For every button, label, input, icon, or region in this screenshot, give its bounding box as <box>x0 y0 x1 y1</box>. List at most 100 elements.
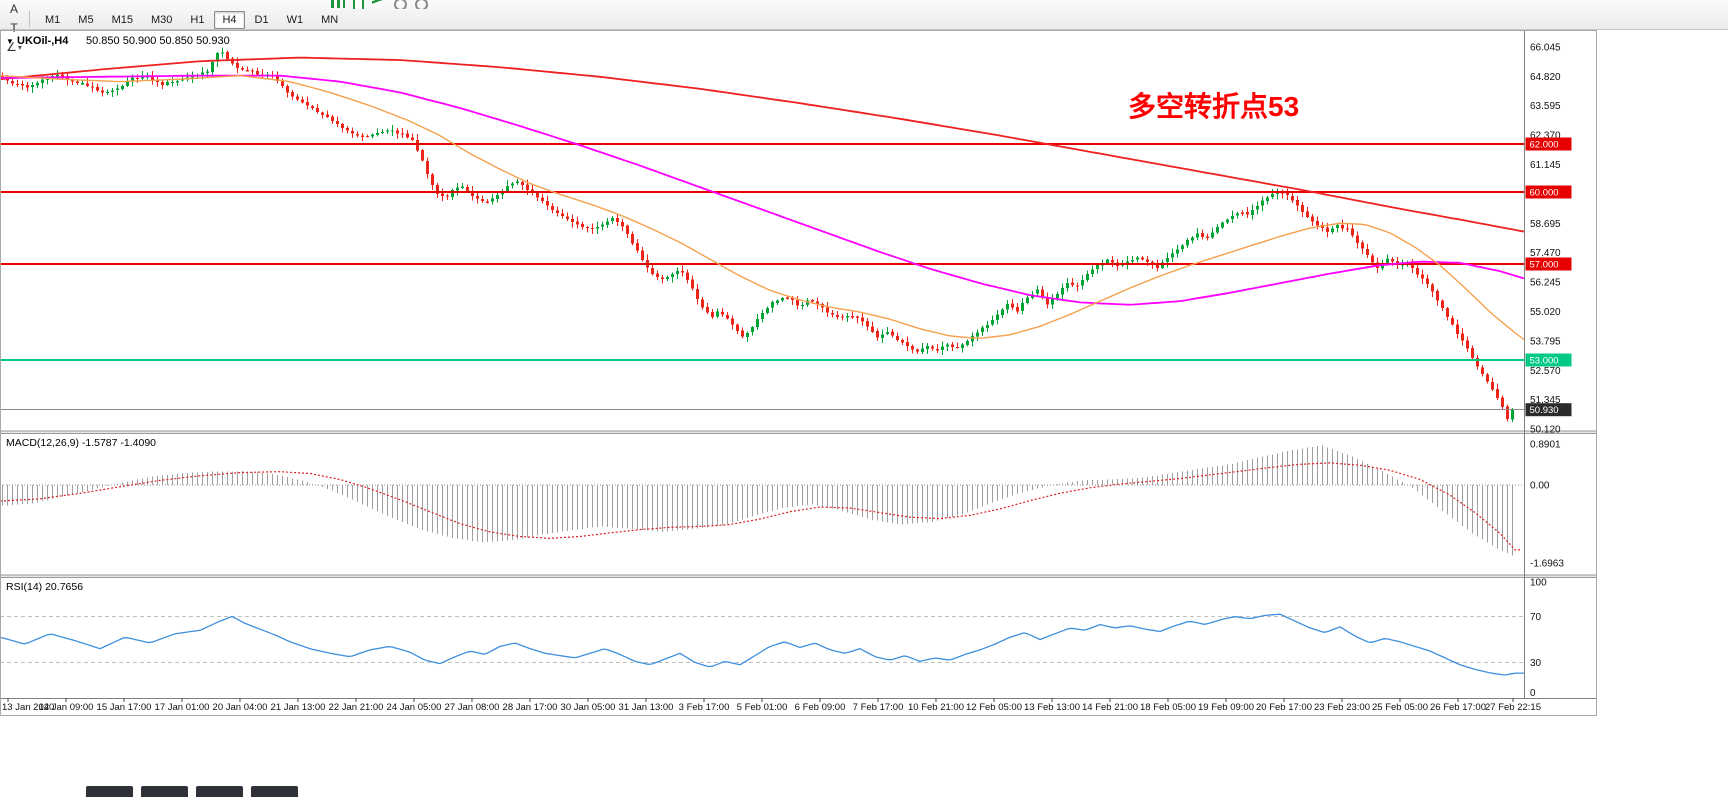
price-tick-label: 56.245 <box>1530 278 1561 289</box>
price-tick-label: 64.820 <box>1530 72 1561 83</box>
timeframe-D1-button[interactable]: D1 <box>254 13 269 26</box>
svg-text:62.000: 62.000 <box>1530 140 1559 151</box>
rsi-axis-label: 100 <box>1530 578 1547 589</box>
taskbar-fragment <box>86 786 298 797</box>
timeframe-buttons: M1 M5 M15 M30 H1 H4 D1 W1 MN <box>36 10 347 29</box>
symbol-period-label: UKOil-,H4 <box>17 35 69 47</box>
timeframe-M5-button[interactable]: M5 <box>78 13 94 26</box>
timeframe-M1-button[interactable]: M1 <box>45 13 61 26</box>
chart-area[interactable]: 66.045 64.820 63.595 62.370 61.145 58.695 57.4… <box>0 30 1728 716</box>
time-tick-label: 5 Feb 01:00 <box>737 702 788 713</box>
rsi-axis-label: 30 <box>1530 658 1542 669</box>
rsi-axis-label: 70 <box>1530 612 1542 623</box>
collapse-arrow-icon: ▼ <box>6 37 14 46</box>
hline-price-badge <box>1525 185 1572 199</box>
chart-header: ▼ UKOil-,H4 50.850 50.900 50.850 50.930 <box>6 35 230 47</box>
rsi-axis-label: 0 <box>1530 688 1536 699</box>
time-tick-label: 6 Feb 09:00 <box>795 702 846 713</box>
hline-price-badge <box>1525 137 1572 151</box>
chart-window-border <box>0 30 1597 716</box>
time-tick-label: 3 Feb 17:00 <box>679 702 730 713</box>
taskbar-item[interactable] <box>196 786 243 797</box>
price-tick-label: 52.570 <box>1530 366 1561 377</box>
timeframe-H4-button[interactable]: H4 <box>214 10 245 29</box>
time-tick-label: 19 Feb 09:00 <box>1198 702 1254 713</box>
timeframe-W1-button[interactable]: W1 <box>286 13 304 26</box>
panel-separator[interactable] <box>0 575 1597 578</box>
text-cursor-tool-icon[interactable]: T <box>10 21 18 35</box>
ma-slow-line <box>0 56 1524 233</box>
timeframe-M15-button[interactable]: M15 <box>111 13 133 26</box>
price-tick-label: 63.595 <box>1530 101 1561 112</box>
time-tick-label: 17 Jan 01:00 <box>155 702 210 713</box>
time-tick-label: 21 Jan 13:00 <box>271 702 326 713</box>
taskbar-item[interactable] <box>86 786 133 797</box>
taskbar-item[interactable] <box>251 786 298 797</box>
zoom-in-icon[interactable] <box>394 0 407 9</box>
hline-price-badge <box>1525 257 1572 271</box>
time-tick-label: 27 Feb 22:15 <box>1485 702 1541 713</box>
price-tick-label: 58.695 <box>1530 219 1561 230</box>
macd-signal-line <box>0 462 1520 551</box>
time-tick-label: 10 Feb 21:00 <box>908 702 964 713</box>
rsi-line <box>0 613 1524 676</box>
time-tick-label: 14 Jan 09:00 <box>39 702 94 713</box>
svg-text:57.000: 57.000 <box>1530 260 1559 271</box>
macd-histogram <box>2 445 1513 556</box>
time-tick-label: 31 Jan 13:00 <box>619 702 674 713</box>
time-tick-label: 14 Feb 21:00 <box>1082 702 1138 713</box>
price-tick-label: 53.795 <box>1530 336 1561 347</box>
time-tick-label: 22 Jan 21:00 <box>329 702 384 713</box>
time-tick-label: 23 Feb 23:00 <box>1314 702 1370 713</box>
macd-label: MACD(12,26,9) -1.5787 -1.4090 <box>6 437 156 449</box>
candlestick-chart-icon[interactable] <box>353 0 364 9</box>
timeframe-H1-button[interactable]: H1 <box>190 13 205 26</box>
ma-medium-line <box>0 74 1524 306</box>
time-tick-label: 28 Jan 17:00 <box>503 702 558 713</box>
rsi-label: RSI(14) 20.7656 <box>6 581 83 593</box>
price-tick-label: 61.145 <box>1530 160 1561 171</box>
clipped-toolbar-icons <box>331 0 428 9</box>
price-tick-label: 66.045 <box>1530 42 1561 53</box>
svg-text:50.930: 50.930 <box>1530 405 1559 416</box>
time-tick-label: 20 Jan 04:00 <box>213 702 268 713</box>
panel-separator[interactable] <box>0 431 1597 434</box>
macd-axis-label: -1.6963 <box>1530 559 1564 570</box>
time-tick-label: 13 Jan 2020 <box>2 702 54 713</box>
taskbar-item[interactable] <box>141 786 188 797</box>
time-tick-label: 25 Feb 05:00 <box>1372 702 1428 713</box>
time-tick-label: 15 Jan 17:00 <box>97 702 152 713</box>
svg-text:53.000: 53.000 <box>1530 356 1559 367</box>
line-chart-icon[interactable] <box>372 0 386 8</box>
line-studies-tools: ⣿AT∠▾ <box>3 0 25 57</box>
time-tick-label: 18 Feb 05:00 <box>1140 702 1196 713</box>
ohlc-values: 50.850 50.900 50.850 50.930 <box>86 35 230 47</box>
text-label-tool-icon[interactable]: A <box>9 2 18 16</box>
price-tick-label: 57.470 <box>1530 248 1561 259</box>
svg-text:60.000: 60.000 <box>1530 188 1559 199</box>
time-tick-label: 27 Jan 08:00 <box>445 702 500 713</box>
price-tick-label: 50.120 <box>1530 425 1561 436</box>
zoom-out-icon[interactable] <box>415 0 428 9</box>
ma-fast-line <box>0 74 1524 341</box>
time-tick-label: 26 Feb 17:00 <box>1430 702 1486 713</box>
hline-price-badge <box>1525 353 1572 367</box>
candlestick-series <box>1 47 1514 422</box>
time-tick-label: 30 Jan 05:00 <box>561 702 616 713</box>
timeframe-MN-button[interactable]: MN <box>321 13 339 26</box>
bar-chart-icon[interactable] <box>331 0 345 8</box>
timeframe-M30-button[interactable]: M30 <box>150 13 173 26</box>
draw-tools-dropdown-icon[interactable]: ∠ ▾ <box>6 40 22 54</box>
chart-annotation: 多空转折点53 <box>1128 90 1299 122</box>
toolbar-separator <box>29 10 30 27</box>
time-tick-label: 7 Feb 17:00 <box>853 702 904 713</box>
price-tick-label: 62.370 <box>1530 131 1561 142</box>
current-price-badge <box>1525 403 1572 417</box>
time-tick-label: 12 Feb 05:00 <box>966 702 1022 713</box>
macd-axis-label: 0.8901 <box>1530 440 1561 451</box>
price-tick-label: 55.020 <box>1530 307 1561 318</box>
macd-axis-label: 0.00 <box>1530 481 1550 492</box>
time-tick-label: 13 Feb 13:00 <box>1024 702 1080 713</box>
